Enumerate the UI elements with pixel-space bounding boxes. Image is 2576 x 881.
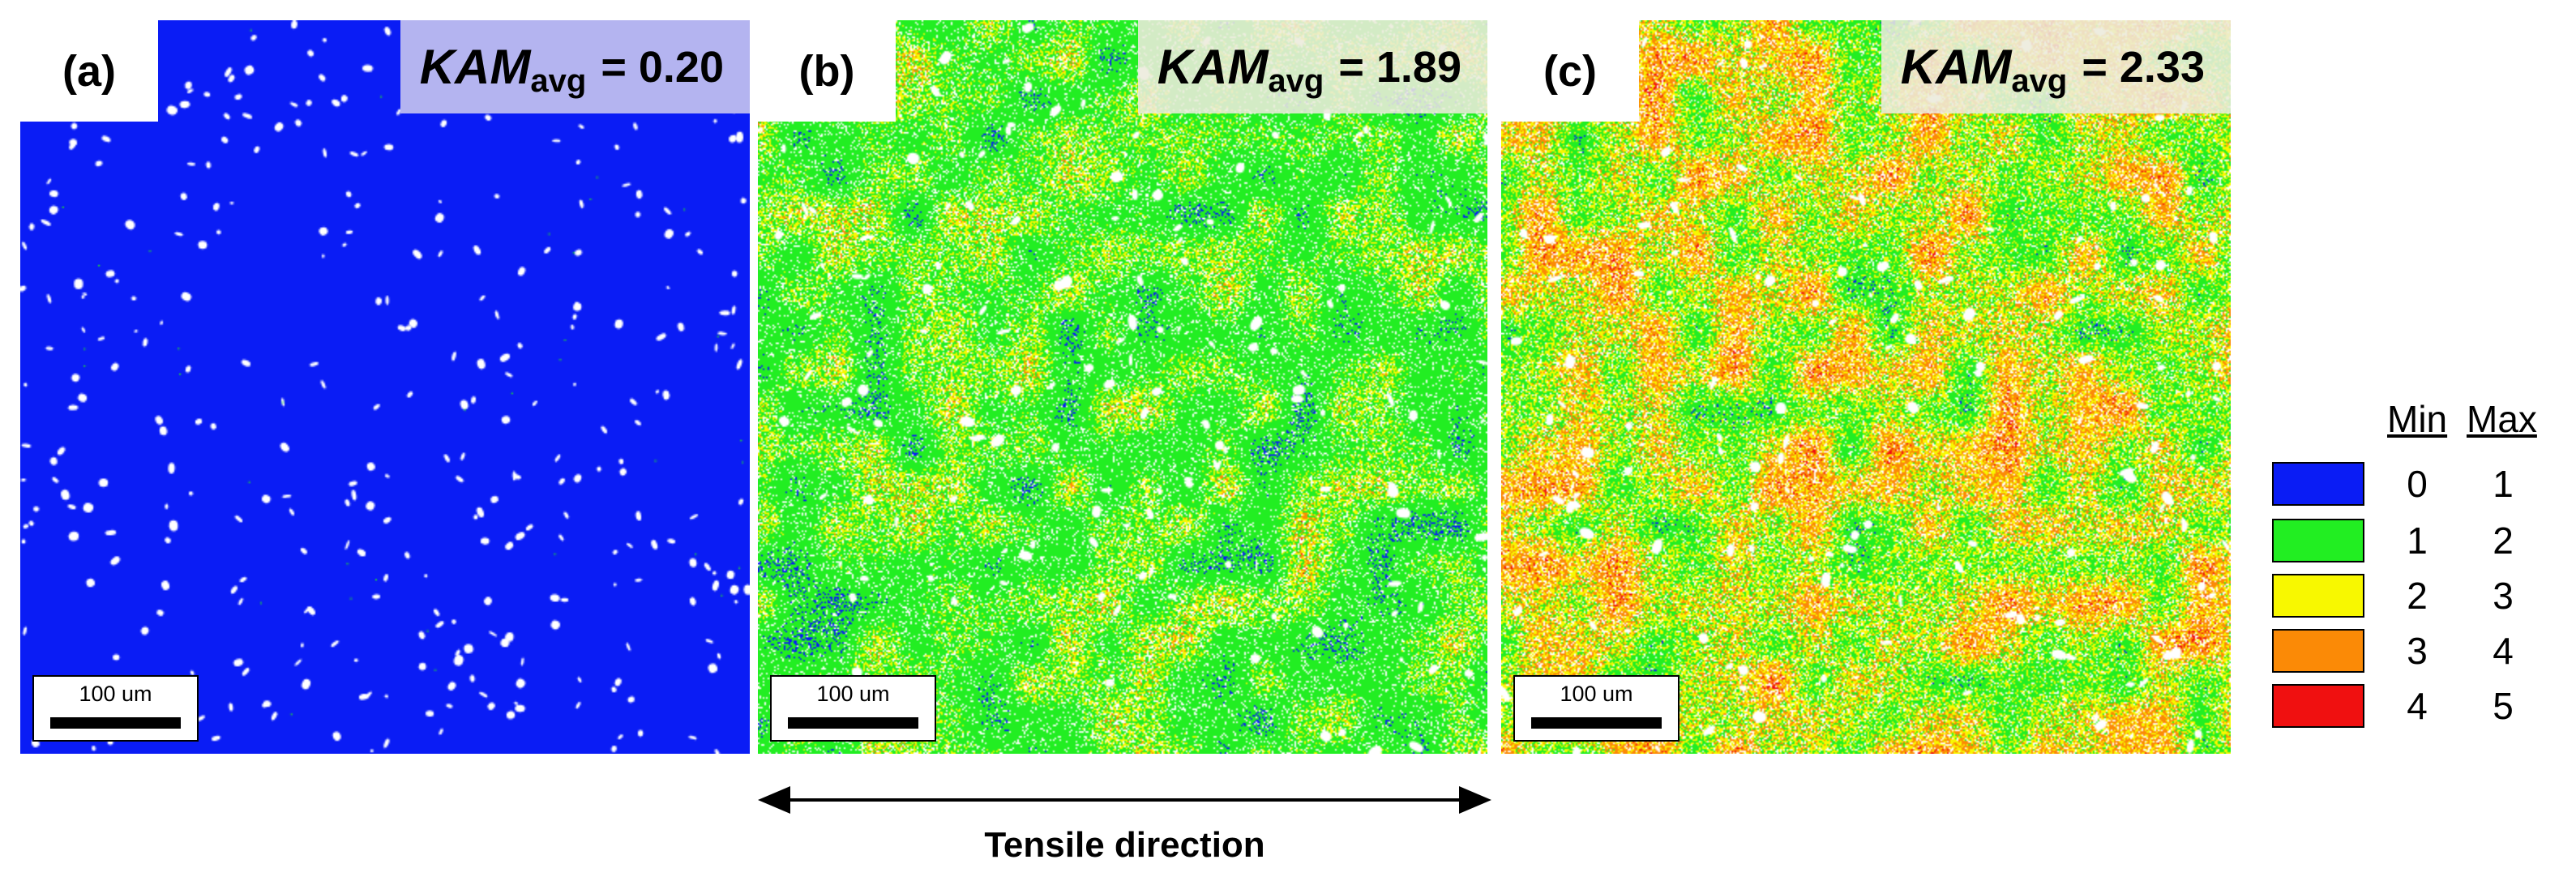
legend-min-header: Min [2387,398,2448,440]
legend-swatch [2272,462,2364,506]
kam-symbol: KAM [1157,40,1269,94]
scale-bar-label: 100 um [79,682,152,706]
legend-max-value: 2 [2493,520,2514,562]
legend-swatch [2272,519,2364,562]
panel-label: (a) [20,20,158,122]
legend-max-value: 1 [2493,463,2514,505]
legend-swatch [2272,684,2364,728]
kam-map-image [20,20,750,754]
kam-average-annotation: KAM avg = 2.33 [1881,20,2231,113]
kam-average-value: = 0.20 [601,42,724,92]
kam-average-annotation: KAM avg = 1.89 [1137,20,1487,113]
legend-min-value: 1 [2407,520,2428,562]
scale-bar-line [50,717,181,729]
tensile-direction-label: Tensile direction [984,825,1265,865]
scale-bar-label: 100 um [1560,682,1633,706]
scale-bar-label: 100 um [816,682,890,706]
arrow-head-left-icon [758,786,790,814]
scale-bar-line [788,717,918,729]
arrow-head-right-icon [1459,786,1491,814]
kam-map-image [758,20,1487,754]
kam-map-panel-c: (c) KAM avg = 2.33 100 um [1501,20,2231,754]
kam-average-value: = 2.33 [2082,42,2205,92]
kam-map-panel-a: (a) KAM avg = 0.20 100 um [20,20,750,754]
kam-symbol: KAM [419,40,531,94]
legend-max-value: 5 [2493,685,2514,727]
legend-max-value: 4 [2493,630,2514,672]
legend-min-value: 4 [2407,685,2428,727]
legend-min-value: 0 [2407,463,2428,505]
kam-subscript: avg [2011,63,2068,99]
scale-bar: 100 um [770,675,936,742]
legend-max-value: 3 [2493,575,2514,617]
kam-symbol: KAM [1900,40,2012,94]
scale-bar: 100 um [32,675,199,742]
kam-average-annotation: KAM avg = 0.20 [400,20,750,113]
scale-bar-line [1531,717,1662,729]
kam-map-image [1501,20,2231,754]
legend-min-value: 2 [2407,575,2428,617]
panel-label: (c) [1501,20,1639,122]
legend-min-value: 3 [2407,630,2428,672]
kam-average-value: = 1.89 [1338,42,1461,92]
scale-bar: 100 um [1513,675,1680,742]
kam-subscript: avg [1268,63,1324,99]
kam-subscript: avg [530,63,587,99]
panel-label: (b) [758,20,896,122]
tensile-direction-arrow [758,786,1491,814]
kam-map-panel-b: (b) KAM avg = 1.89 100 um [758,20,1487,754]
legend-swatch [2272,629,2364,673]
legend-max-header: Max [2467,398,2537,440]
legend-swatch [2272,574,2364,618]
